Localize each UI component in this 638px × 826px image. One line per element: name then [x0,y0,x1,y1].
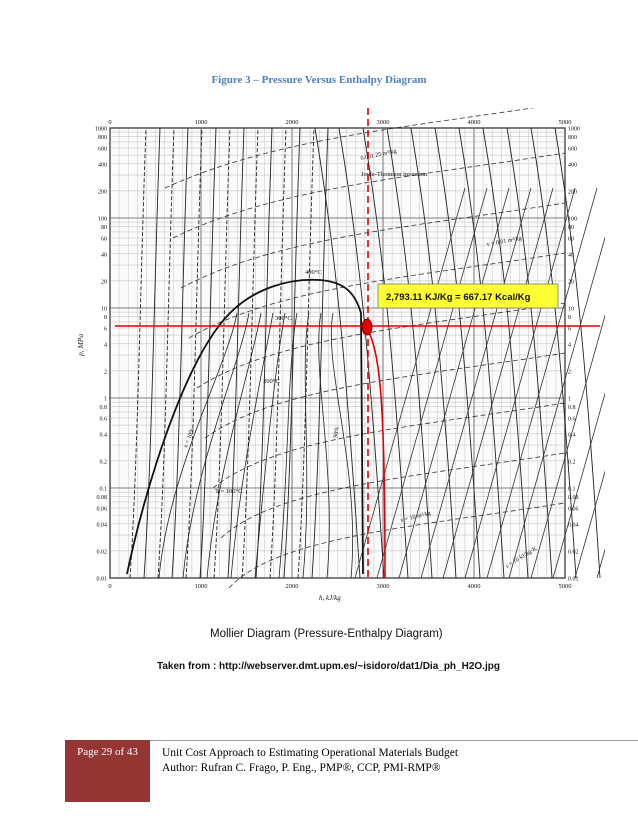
y-tick-label-right: 0.01 [568,577,579,583]
y-tick-label-right: 0.06 [568,506,579,512]
y-tick-label-right: 10 [568,307,574,313]
x-axis-label: h, kJ/kg [319,594,341,602]
x-tick-label-bottom: 5000 [559,583,572,590]
y-tick-label-right: 8 [568,315,571,321]
footer-text: Unit Cost Approach to Estimating Operati… [162,746,458,776]
y-tick-label-left: 0.08 [97,495,108,501]
y-tick-label-left: 0.06 [97,506,108,512]
footer-rule [65,740,638,741]
y-tick-label-right: 0.6 [568,416,576,422]
y-tick-label-right: 40 [568,252,574,258]
y-tick-label-left: 20 [101,279,107,285]
y-tick-label-left: 10 [101,307,107,313]
x-tick-label-bottom: 4000 [468,583,481,590]
y-tick-label-left: 800 [98,135,107,141]
y-tick-label-right: 1000 [568,127,580,133]
y-tick-label-right: 0.08 [568,495,579,501]
y-tick-label-left: 200 [98,189,107,195]
y-tick-label-left: 60 [101,236,107,242]
y-tick-label-left: 0.4 [100,432,108,438]
y-tick-label-left: 1 [104,397,107,403]
y-tick-label-right: 0.04 [568,522,579,528]
y-tick-label-left: 0.6 [100,416,108,422]
quality-label-90: 90% [333,426,341,438]
x-tick-label-bottom: 2000 [286,583,299,590]
y-tick-label-right: 2 [568,369,571,375]
x-tick-label-top: 4000 [468,119,481,126]
y-tick-label-left: 0.8 [100,405,108,411]
y-tick-label-left: 8 [104,315,107,321]
figure-caption: Figure 3 – Pressure Versus Enthalpy Diag… [211,74,427,86]
source-line: Taken from : http://webserver.dmt.upm.es… [157,661,500,672]
y-tick-label-left: 0.01 [97,577,108,583]
y-tick-label-right: 0.1 [568,487,576,493]
y-tick-label-left: 0.02 [97,549,108,555]
y-tick-label-right: 600 [568,146,577,152]
quality-lines [158,312,354,579]
y-tick-label-right: 0.02 [568,549,579,555]
y-tick-label-right: 80 [568,225,574,231]
x-tick-label-top: 2000 [286,119,299,126]
y-tick-label-left: 600 [98,146,107,152]
footer-title: Unit Cost Approach to Estimating Operati… [162,747,459,759]
y-tick-label-right: 200 [568,189,577,195]
process-path [366,327,386,579]
saturation-dome [126,278,364,575]
y-axis-label: p, MPa [76,334,85,357]
y-tick-label-left: 2 [104,369,107,375]
y-tick-label-left: 6 [104,326,107,332]
y-tick-label-left: 1000 [95,127,107,133]
y-tick-label-right: 0.2 [568,459,576,465]
y-tick-label-left: 40 [101,252,107,258]
annotation-text: 2,793.11 KJ/Kg = 667.17 Kcal/Kg [386,292,531,303]
x-tick-label-bottom: 1000 [195,583,208,590]
y-tick-label-left: 80 [101,225,107,231]
y-tick-label-right: 4 [568,342,571,348]
isotherm-label-300: 300°C [275,315,292,322]
footer-author: Author: Rufran C. Frago, P. Eng., PMP®, … [162,762,441,774]
y-tick-label-right: 800 [568,135,577,141]
page-number-badge: Page 29 of 43 [65,740,150,802]
y-tick-label-right: 6 [568,326,571,332]
y-tick-label-left: 100 [98,217,107,223]
x-tick-label-top: 0 [108,119,111,126]
grid-lines [109,127,566,579]
y-tick-label-right: 0.4 [568,432,576,438]
property-curves [129,108,605,589]
x-tick-label-bottom: 3000 [377,583,390,590]
annotation-box [377,283,559,309]
isotherm-label-100: T = 100°C [215,488,242,495]
x-tick-label-bottom: 0 [108,583,111,590]
isotherm-label-400: 400°C [305,269,322,276]
y-tick-label-left: 4 [104,342,107,348]
chart-title: Mollier Diagram (Pressure-Enthalpy Diagr… [210,628,443,640]
y-tick-label-right: 400 [568,162,577,168]
joule-thomson-label: Joule-Thomson inversion [361,171,428,178]
isotherm-label-200: 200°C [263,378,280,385]
y-tick-label-left: 0.1 [100,487,108,493]
y-tick-label-right: 0.8 [568,405,576,411]
y-tick-label-left: 400 [98,162,107,168]
y-tick-label-right: 20 [568,279,574,285]
y-tick-label-right: 100 [568,217,577,223]
y-tick-label-left: 0.04 [97,522,108,528]
y-tick-label-left: 0.2 [100,459,108,465]
y-tick-label-right: 1 [568,397,571,403]
x-tick-label-top: 3000 [377,119,390,126]
y-tick-label-right: 60 [568,236,574,242]
x-tick-labels: 0 0 1000 1000 2000 2000 3000 3000 4000 4000 5000 50… [108,119,571,590]
x-tick-label-top: 5000 [559,119,572,126]
state-point-marker [361,318,373,336]
x-tick-label-top: 1000 [195,119,208,126]
